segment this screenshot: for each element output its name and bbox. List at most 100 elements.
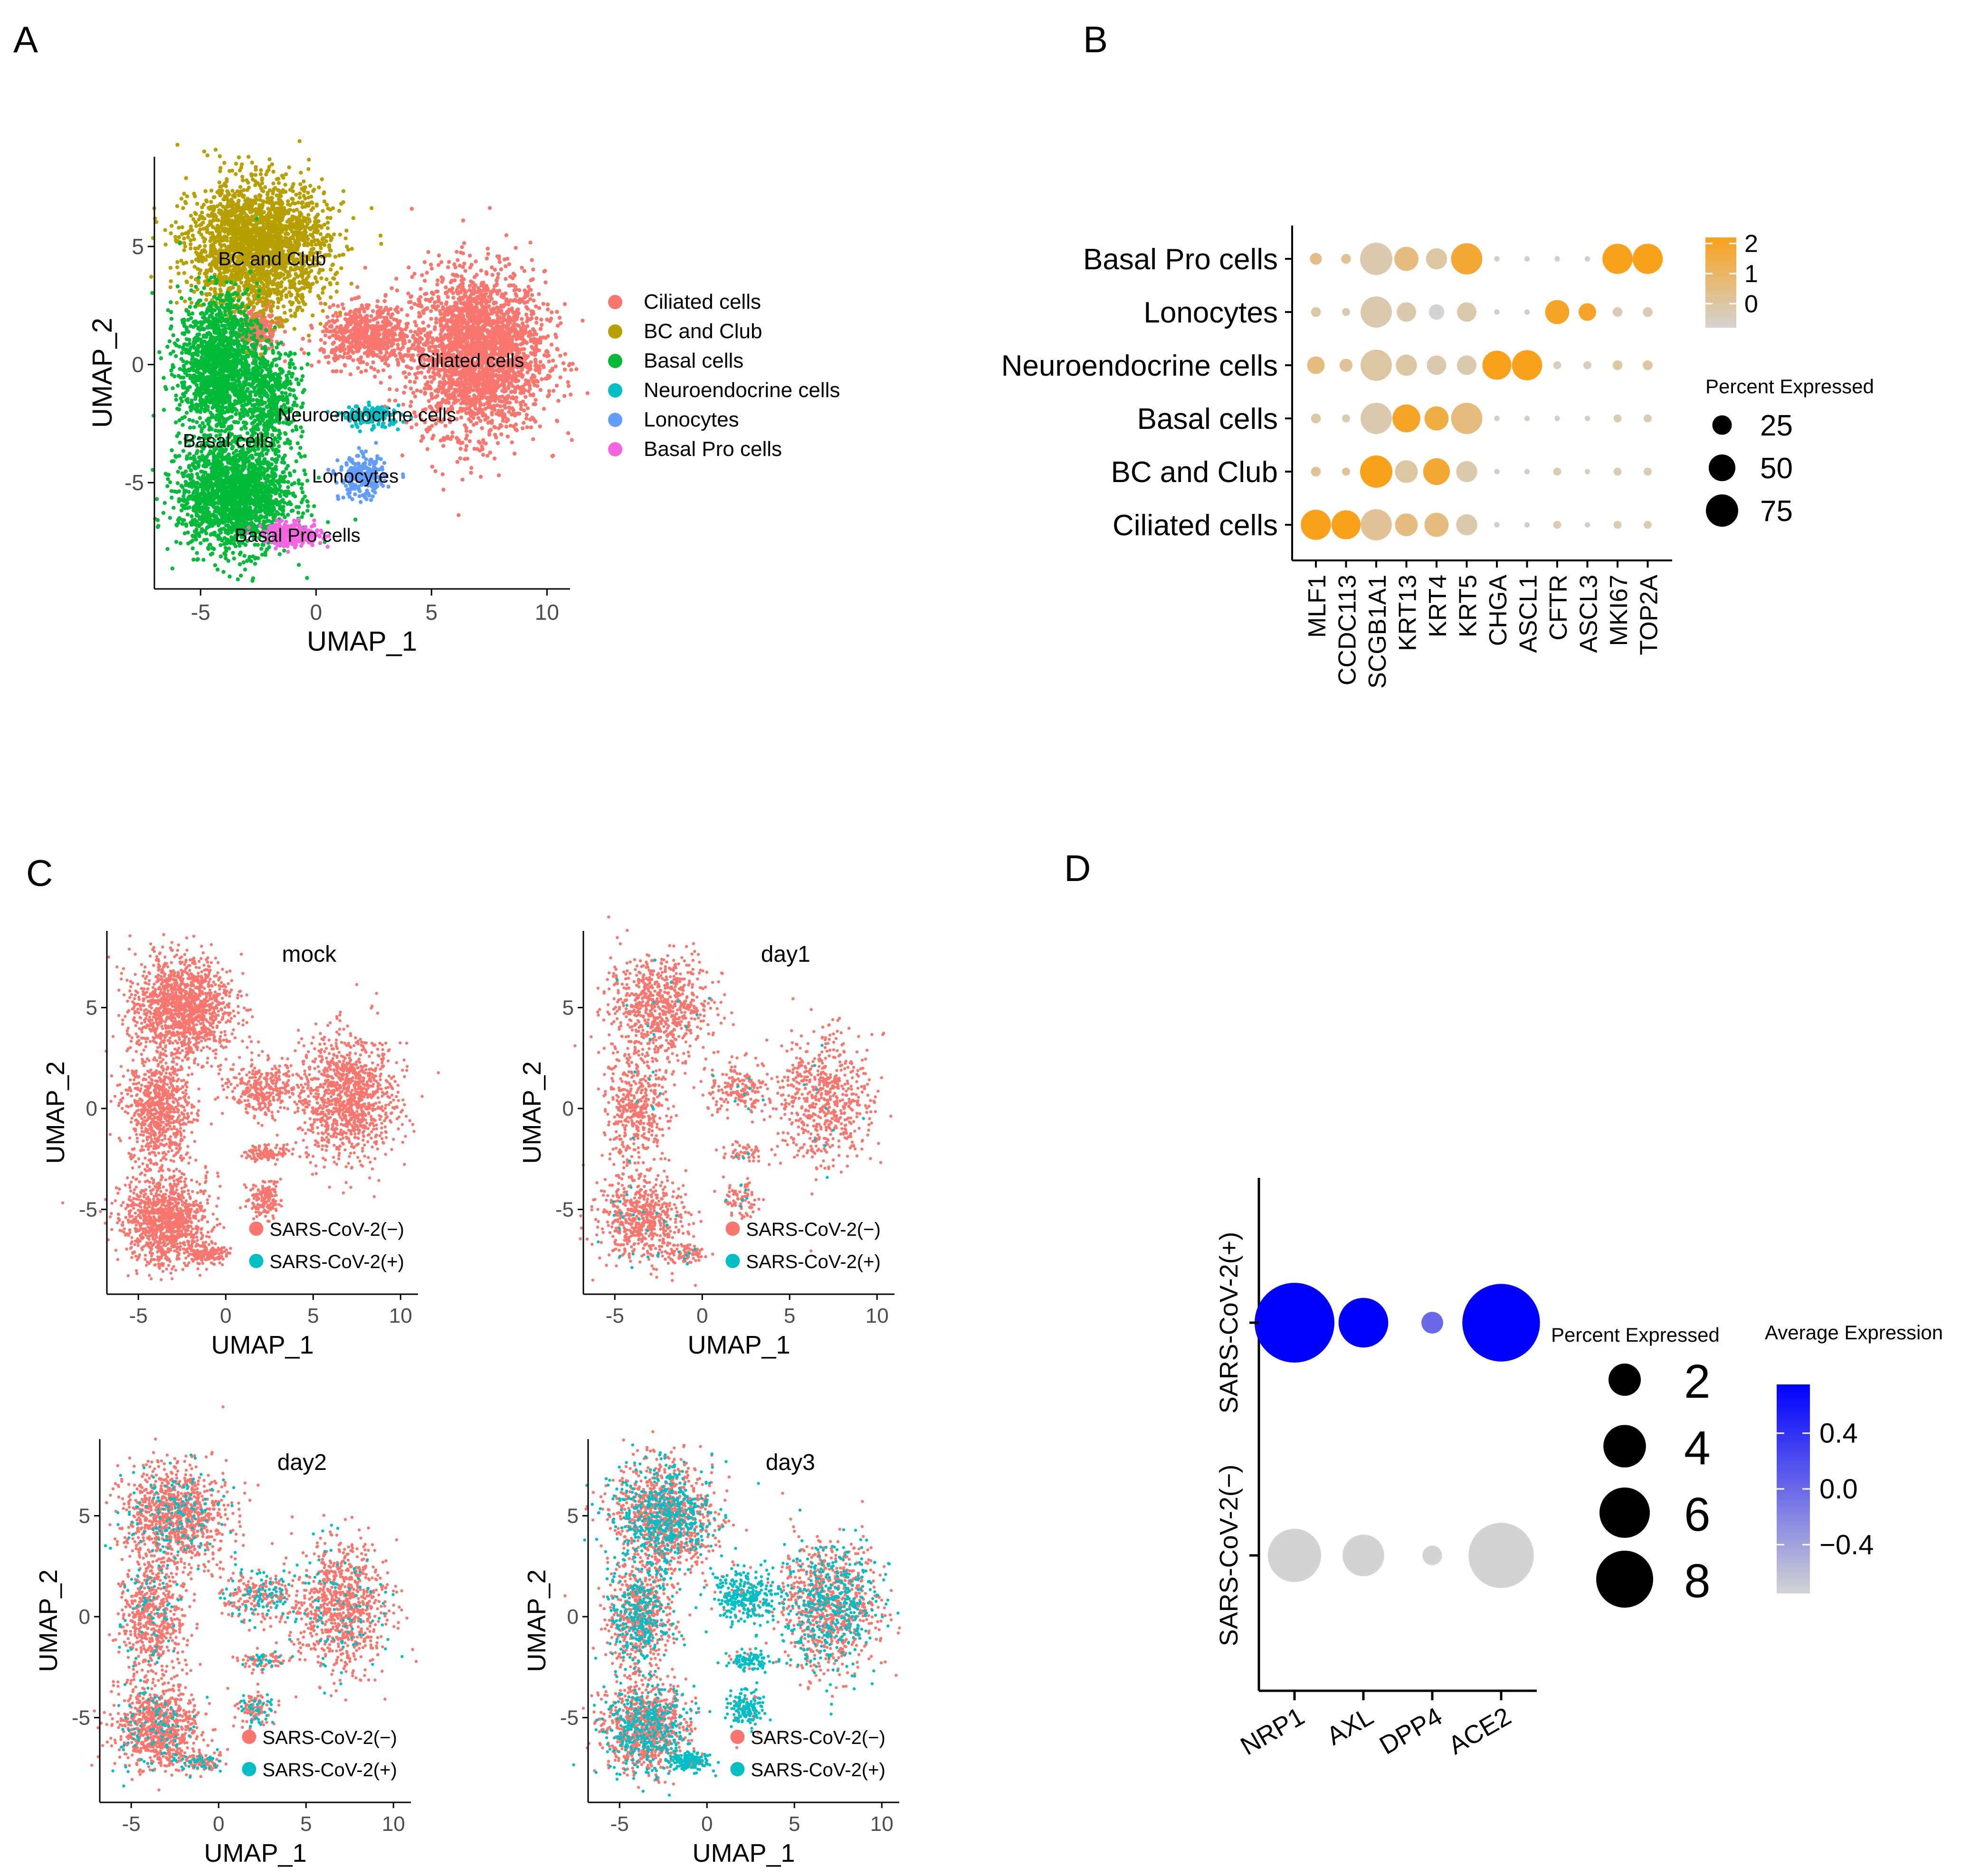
cell-point — [357, 315, 361, 319]
cell-point — [464, 411, 468, 415]
cell-point — [531, 346, 534, 350]
cell-point — [423, 260, 427, 264]
cell-point — [431, 305, 435, 309]
cell-point — [534, 316, 538, 320]
cell-point — [567, 363, 571, 367]
cell-point — [402, 391, 406, 395]
cell-point — [542, 302, 545, 306]
cell-point — [540, 377, 543, 381]
cell-point — [464, 448, 467, 452]
cell-point — [363, 351, 367, 355]
cell-point — [460, 478, 464, 482]
cell-point — [528, 330, 532, 333]
cell-point — [342, 306, 345, 310]
cell-point — [383, 332, 387, 336]
cell-point — [417, 341, 420, 345]
cell-point — [448, 437, 452, 441]
cell-point — [498, 377, 502, 381]
cell-point — [437, 295, 440, 299]
cell-point — [507, 284, 511, 287]
cell-point — [479, 475, 483, 479]
cell-point — [451, 372, 455, 376]
cell-point — [506, 319, 510, 322]
cell-point — [457, 513, 460, 517]
cell-point — [523, 269, 526, 273]
panel-label-d: D — [1064, 847, 1091, 889]
cell-point — [397, 323, 400, 327]
panel-label-b: B — [1083, 19, 1108, 60]
cell-point — [400, 308, 403, 312]
cell-point — [540, 323, 543, 327]
cell-point — [492, 343, 495, 347]
cell-point — [419, 287, 422, 291]
cell-point — [380, 324, 384, 328]
cell-point — [405, 325, 409, 329]
cell-point — [343, 351, 347, 355]
cell-point — [388, 375, 392, 379]
cell-point — [363, 266, 367, 270]
cell-point — [457, 376, 461, 380]
cell-point — [485, 256, 488, 260]
cell-point — [449, 280, 453, 284]
cell-point — [478, 293, 482, 297]
cell-point — [505, 425, 508, 428]
cell-point — [247, 311, 251, 314]
cell-point — [465, 402, 468, 406]
cell-point — [465, 444, 468, 448]
cell-point — [556, 348, 560, 351]
cell-point — [355, 324, 359, 328]
cell-point — [456, 410, 460, 414]
cell-point — [440, 329, 444, 333]
cell-point — [524, 417, 528, 420]
cell-point — [443, 371, 447, 375]
cell-point — [490, 339, 494, 342]
cell-point — [517, 324, 521, 328]
cell-point — [444, 302, 448, 306]
cell-point — [487, 332, 491, 335]
cell-point — [396, 347, 400, 351]
cell-point — [472, 292, 476, 295]
cell-point — [485, 246, 489, 250]
cell-point — [451, 296, 455, 300]
cell-point — [371, 309, 375, 313]
cell-point — [355, 285, 359, 289]
cell-point — [443, 324, 447, 328]
cell-point — [463, 337, 467, 341]
cell-point — [460, 245, 464, 249]
cell-point — [497, 317, 501, 321]
cell-point — [574, 367, 578, 371]
cell-point — [451, 378, 455, 382]
cell-point — [539, 327, 543, 331]
cell-point — [336, 336, 340, 340]
cell-point — [405, 353, 409, 357]
cell-point — [387, 320, 390, 324]
cell-point — [558, 375, 562, 379]
cell-point — [545, 349, 549, 353]
cell-point — [309, 323, 313, 327]
cell-point — [558, 354, 562, 358]
cell-point — [525, 300, 529, 303]
cell-point — [335, 325, 339, 329]
cell-point — [338, 344, 342, 348]
cell-point — [475, 302, 478, 306]
cell-point — [491, 309, 495, 313]
cell-point — [436, 278, 439, 282]
cell-point — [453, 382, 457, 386]
cell-point — [454, 304, 457, 308]
cell-point — [390, 344, 393, 348]
cell-point — [448, 335, 452, 339]
cell-point — [498, 260, 502, 264]
cell-point — [480, 445, 484, 448]
cell-point — [528, 393, 532, 397]
cell-point — [485, 270, 488, 274]
cell-point — [494, 436, 498, 439]
cell-point — [391, 333, 395, 337]
cell-point — [549, 317, 553, 321]
cell-point — [520, 266, 524, 270]
cell-point — [401, 332, 405, 336]
cell-point — [482, 320, 486, 323]
cell-point — [429, 309, 433, 313]
cell-point — [547, 360, 551, 363]
cell-point — [425, 430, 429, 434]
cell-point — [437, 254, 441, 257]
